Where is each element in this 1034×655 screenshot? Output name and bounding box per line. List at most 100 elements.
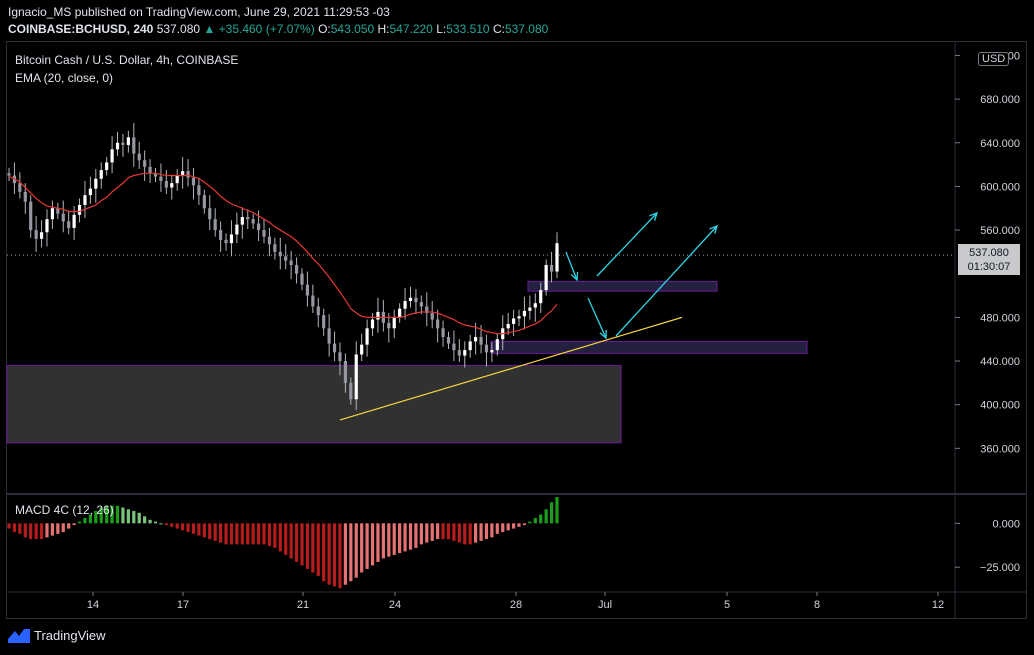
currency-badge[interactable]: USD xyxy=(978,52,1010,66)
candle-body xyxy=(441,328,445,338)
candle-body xyxy=(479,337,483,345)
candle-body xyxy=(360,344,364,355)
macd-bar xyxy=(387,523,391,557)
macd-bar xyxy=(544,509,548,524)
macd-bar xyxy=(316,523,320,576)
candle-body xyxy=(278,251,282,257)
macd-bar xyxy=(229,523,234,545)
support-zone xyxy=(490,340,808,354)
candle-body xyxy=(316,306,320,316)
macd-bar xyxy=(175,523,179,529)
candle-body xyxy=(224,239,228,244)
candle-body xyxy=(425,306,429,314)
candle-body xyxy=(186,171,190,178)
candle-body xyxy=(159,176,163,181)
candle-body xyxy=(256,223,261,231)
macd-bar xyxy=(392,523,396,555)
macd-bar xyxy=(322,523,326,582)
macd-bar xyxy=(251,523,255,545)
candle-body xyxy=(457,350,461,356)
candle-body xyxy=(202,195,206,209)
candle-body xyxy=(197,185,201,196)
macd-bar xyxy=(94,511,98,524)
candle-body xyxy=(164,180,168,188)
brand-name: TradingView xyxy=(34,627,106,643)
candle-body xyxy=(240,216,244,225)
y-tick-label: 360.000 xyxy=(980,443,1020,455)
macd-bar xyxy=(126,509,130,524)
macd-bar xyxy=(463,523,467,545)
macd-bar xyxy=(132,511,136,524)
x-tick-label: 5 xyxy=(724,599,730,611)
macd-bar xyxy=(501,523,505,533)
candle-body xyxy=(370,319,375,329)
macd-bar xyxy=(273,523,277,548)
candle-body xyxy=(408,297,413,302)
macd-bar xyxy=(197,523,201,536)
candle-body xyxy=(300,273,304,285)
high-value: 547.220 xyxy=(389,22,433,36)
candle-body xyxy=(213,219,217,231)
macd-bar xyxy=(408,523,413,550)
candle-body xyxy=(522,310,527,317)
candle-body xyxy=(398,308,402,318)
candle-body xyxy=(511,318,516,324)
y-tick-label: 480.000 xyxy=(980,312,1020,324)
macd-legend[interactable]: MACD 4C (12, 26) xyxy=(15,503,114,517)
current-price-label: 537.080 01:30:07 xyxy=(958,244,1020,275)
candle-body xyxy=(175,175,179,184)
x-tick-label: 17 xyxy=(177,599,189,611)
candle-body xyxy=(419,302,423,307)
candle-body xyxy=(506,323,510,329)
y-tick-label: 400.000 xyxy=(980,400,1020,412)
candle-body xyxy=(72,214,76,228)
macd-bar xyxy=(159,523,163,525)
macd-bar xyxy=(148,519,152,524)
macd-bar xyxy=(555,497,559,524)
candle-body xyxy=(403,301,407,309)
candle-body xyxy=(115,142,120,150)
y-tick-label: 440.000 xyxy=(980,356,1020,368)
macd-bar xyxy=(88,514,92,524)
macd-bar xyxy=(208,523,212,540)
chart-frame[interactable] xyxy=(6,41,1027,619)
candle-body xyxy=(170,183,174,188)
macd-bar xyxy=(294,523,299,562)
macd-bar xyxy=(256,523,261,545)
macd-bar xyxy=(338,523,342,589)
macd-tick-label: −25.000 xyxy=(980,562,1020,574)
x-tick-label: Jul xyxy=(598,599,612,611)
candle-body xyxy=(29,201,33,231)
candle-body xyxy=(311,295,315,307)
projection-arrow xyxy=(596,212,658,277)
candle-body xyxy=(533,303,537,308)
macd-bar xyxy=(12,523,17,533)
candle-body xyxy=(322,315,326,329)
candle-body xyxy=(539,290,543,304)
high-label: H: xyxy=(377,22,390,36)
ema-legend[interactable]: EMA (20, close, 0) xyxy=(15,71,114,85)
symbol-quote-line: COINBASE:BCHUSD, 240 537.080 ▲ +35.460 (… xyxy=(8,22,548,36)
low-label: L: xyxy=(436,22,447,36)
candle-body xyxy=(67,221,71,228)
candle-body xyxy=(99,170,103,179)
ema-line xyxy=(8,172,558,335)
candle-body xyxy=(555,243,559,272)
macd-bar xyxy=(511,523,516,529)
macd-bar xyxy=(262,523,266,545)
y-tick-label: 560.000 xyxy=(980,225,1020,237)
candle-body xyxy=(153,173,158,177)
candle-body xyxy=(267,236,272,245)
footer-brand[interactable]: TradingView xyxy=(8,627,106,643)
candle-body xyxy=(528,307,532,311)
macd-bar xyxy=(528,521,532,524)
candle-body xyxy=(229,234,234,244)
macd-bar xyxy=(29,523,33,540)
candle-body xyxy=(251,219,255,224)
macd-bar xyxy=(284,523,288,555)
close-value: 537.080 xyxy=(504,22,549,36)
macd-bar xyxy=(45,523,49,538)
candle-body xyxy=(474,337,478,342)
candle-body xyxy=(23,191,27,202)
